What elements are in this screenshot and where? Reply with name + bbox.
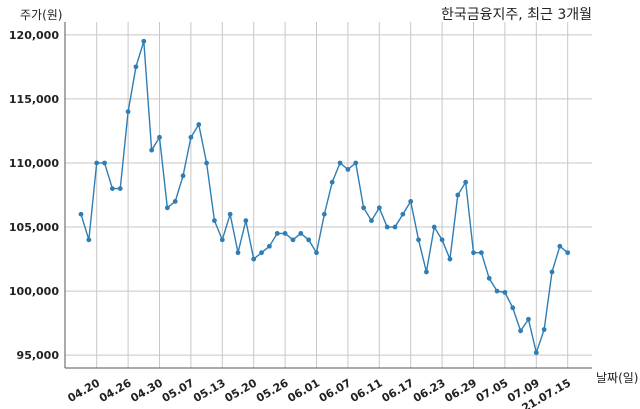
- data-point: [565, 250, 571, 256]
- data-point: [549, 269, 555, 275]
- y-tick-label: 105,000: [9, 221, 59, 234]
- data-point: [259, 250, 264, 256]
- data-point: [353, 160, 359, 166]
- data-point: [439, 237, 445, 243]
- data-point: [94, 160, 100, 166]
- data-point: [400, 211, 406, 217]
- y-tick-label: 95,000: [17, 349, 60, 362]
- x-tick-label: 05.07: [160, 376, 197, 405]
- data-point: [369, 218, 374, 224]
- data-point: [408, 199, 414, 204]
- data-point: [478, 250, 484, 256]
- x-tick-label: 06.01: [285, 376, 322, 405]
- x-tick-label: 06.23: [411, 376, 448, 405]
- y-axis-title: 주가(원): [20, 8, 62, 22]
- data-point: [314, 250, 319, 256]
- x-tick-label: 05.20: [223, 376, 260, 405]
- data-point: [267, 243, 272, 249]
- data-point: [494, 288, 500, 294]
- data-point: [447, 256, 453, 262]
- y-tick-label: 110,000: [9, 157, 59, 170]
- chart-title: 한국금융지주, 최근 3개월: [441, 7, 592, 23]
- y-tick-label: 120,000: [9, 29, 59, 42]
- data-point: [235, 250, 241, 256]
- x-tick-labels: 04.2004.2604.3005.0705.1305.2005.2606.01…: [66, 376, 574, 409]
- data-point: [526, 316, 531, 322]
- data-point: [149, 147, 155, 153]
- data-point: [196, 122, 202, 127]
- data-point: [180, 173, 186, 179]
- data-point: [117, 186, 123, 191]
- data-point: [306, 237, 312, 243]
- data-point: [125, 109, 131, 115]
- axes: [64, 22, 592, 369]
- y-tick-label: 100,000: [9, 285, 59, 298]
- x-tick-label: 06.17: [380, 376, 417, 405]
- data-point: [361, 205, 366, 211]
- data-point: [533, 350, 539, 356]
- data-point: [486, 275, 492, 281]
- data-point: [164, 205, 170, 211]
- x-tick-label: 04.30: [128, 376, 165, 405]
- data-point: [133, 64, 139, 70]
- x-tick-label: 06.07: [317, 376, 354, 405]
- data-point: [227, 211, 233, 217]
- data-point: [321, 211, 327, 217]
- x-axis-title: 날짜(일): [596, 371, 638, 385]
- data-point: [510, 305, 516, 311]
- data-point: [110, 186, 115, 191]
- data-point: [141, 38, 147, 44]
- data-point: [243, 218, 249, 224]
- price-series: [78, 38, 571, 356]
- data-point: [431, 224, 437, 230]
- data-point: [463, 179, 469, 185]
- series-line: [80, 41, 569, 356]
- data-point: [204, 160, 210, 166]
- x-tick-label: 06.29: [442, 376, 479, 405]
- x-tick-label: 06.11: [348, 376, 385, 405]
- data-point: [424, 269, 429, 275]
- data-point: [290, 237, 296, 243]
- data-point: [188, 134, 194, 140]
- data-point: [274, 231, 280, 236]
- data-point: [337, 160, 343, 166]
- data-point: [219, 237, 225, 243]
- data-point: [251, 256, 257, 262]
- y-tick-label: 115,000: [9, 93, 59, 106]
- x-tick-label: 05.26: [254, 376, 291, 405]
- data-point: [157, 134, 162, 140]
- data-point: [345, 166, 351, 172]
- data-point: [282, 231, 288, 236]
- data-point: [541, 327, 547, 332]
- x-tick-label: 04.20: [66, 376, 103, 405]
- data-point: [298, 231, 304, 236]
- data-point: [455, 192, 461, 198]
- data-point: [172, 199, 178, 204]
- data-point: [329, 179, 335, 185]
- data-point: [86, 237, 92, 243]
- data-point: [78, 211, 84, 217]
- x-tick-label: 04.26: [97, 376, 134, 405]
- y-tick-labels: 95,000 100,000 105,000 110,000 115,000 120,00…: [9, 29, 59, 362]
- data-point: [557, 243, 563, 249]
- data-point: [384, 224, 390, 230]
- data-point: [376, 205, 382, 211]
- grid-lines: [65, 22, 592, 368]
- data-point: [392, 224, 398, 230]
- data-point: [102, 160, 107, 166]
- x-tick-label: 05.13: [191, 376, 228, 405]
- data-point: [471, 250, 476, 256]
- x-tick-label: 07.05: [474, 376, 511, 405]
- data-point: [518, 328, 523, 334]
- data-point: [416, 237, 421, 243]
- data-point: [502, 289, 508, 295]
- data-point: [212, 218, 217, 224]
